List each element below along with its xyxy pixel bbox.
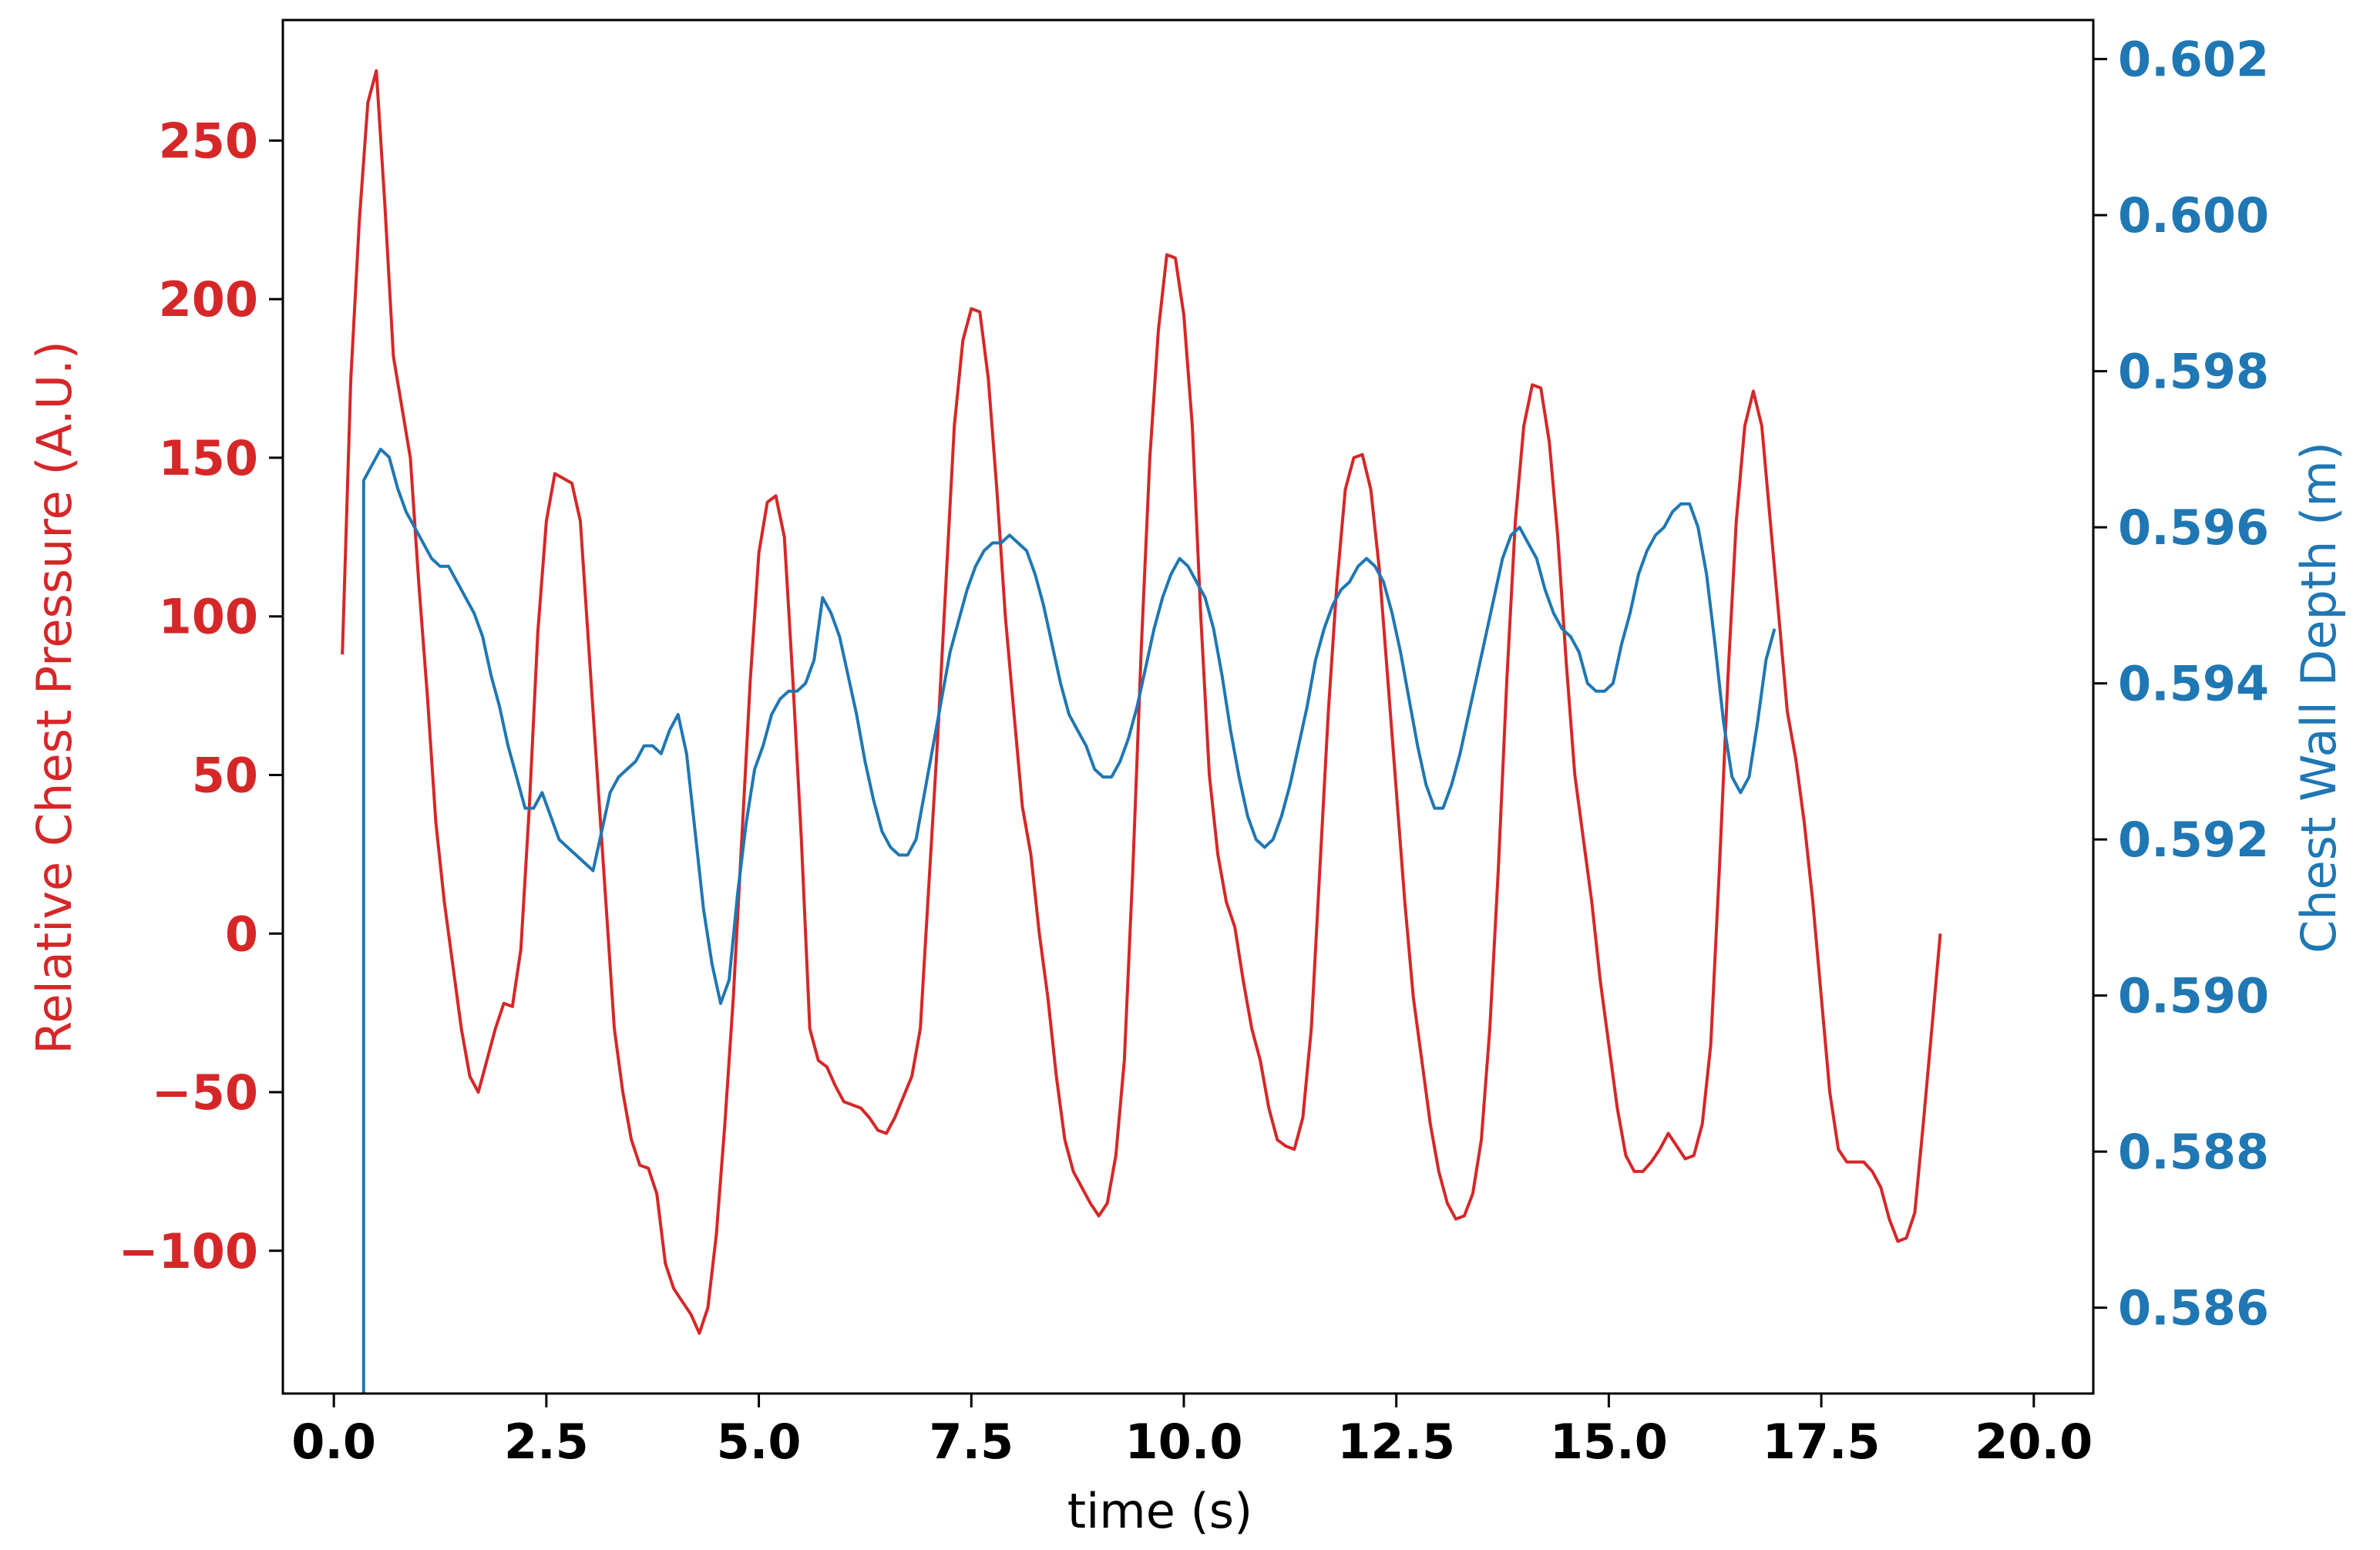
x-tick-label: 15.0 (1550, 1414, 1668, 1470)
x-tick-label: 7.5 (929, 1414, 1014, 1470)
x-tick-label: 2.5 (504, 1414, 589, 1470)
x-tick-label: 0.0 (291, 1414, 376, 1470)
right-y-tick-label: 0.602 (2118, 32, 2269, 88)
right-y-tick-label: 0.592 (2118, 812, 2269, 868)
right-y-axis-title: Chest Wall Depth (m) (2291, 442, 2347, 953)
plot-frame (281, 18, 2095, 1395)
left-y-tick-label: 100 (159, 589, 258, 645)
right-y-tick-label: 0.588 (2118, 1124, 2269, 1180)
x-tick-label: 10.0 (1124, 1414, 1242, 1470)
right-y-tick-label: 0.590 (2118, 968, 2269, 1024)
x-axis: 0.0 2.5 5.0 7.5 10.0 12.5 15.0 17.5 20.0 (291, 1394, 2093, 1470)
left-y-tick-label: 0 (225, 906, 258, 962)
right-y-tick-label: 0.600 (2118, 187, 2269, 244)
left-y-tick-label: 50 (192, 747, 258, 803)
left-y-tick-label: 200 (159, 271, 258, 328)
left-y-tick-label: −100 (119, 1223, 258, 1279)
chest-pressure-line (341, 69, 1942, 1335)
x-tick-label: 5.0 (717, 1414, 802, 1470)
right-y-tick-label: 0.586 (2118, 1280, 2269, 1336)
left-y-tick-label: 150 (159, 430, 258, 486)
right-y-axis: 0.602 0.600 0.598 0.596 0.594 0.592 0.590 0.588… (2093, 32, 2269, 1336)
x-tick-label: 12.5 (1337, 1414, 1455, 1470)
x-tick-label: 17.5 (1763, 1414, 1881, 1470)
x-axis-title: time (s) (1067, 1483, 1252, 1539)
left-y-tick-label: −50 (152, 1064, 258, 1121)
chest-wall-depth-line (361, 447, 1777, 1394)
plot-area (341, 69, 1942, 1394)
right-y-tick-label: 0.598 (2118, 344, 2269, 400)
left-y-tick-label: 250 (159, 113, 258, 169)
left-y-axis-title: Relative Chest Pressure (A.U.) (26, 341, 82, 1054)
left-y-axis: 250 200 150 100 50 0 −50 −100 (119, 113, 283, 1279)
right-y-tick-label: 0.594 (2118, 656, 2269, 712)
x-tick-label: 20.0 (1975, 1414, 2093, 1470)
right-y-tick-label: 0.596 (2118, 499, 2269, 556)
